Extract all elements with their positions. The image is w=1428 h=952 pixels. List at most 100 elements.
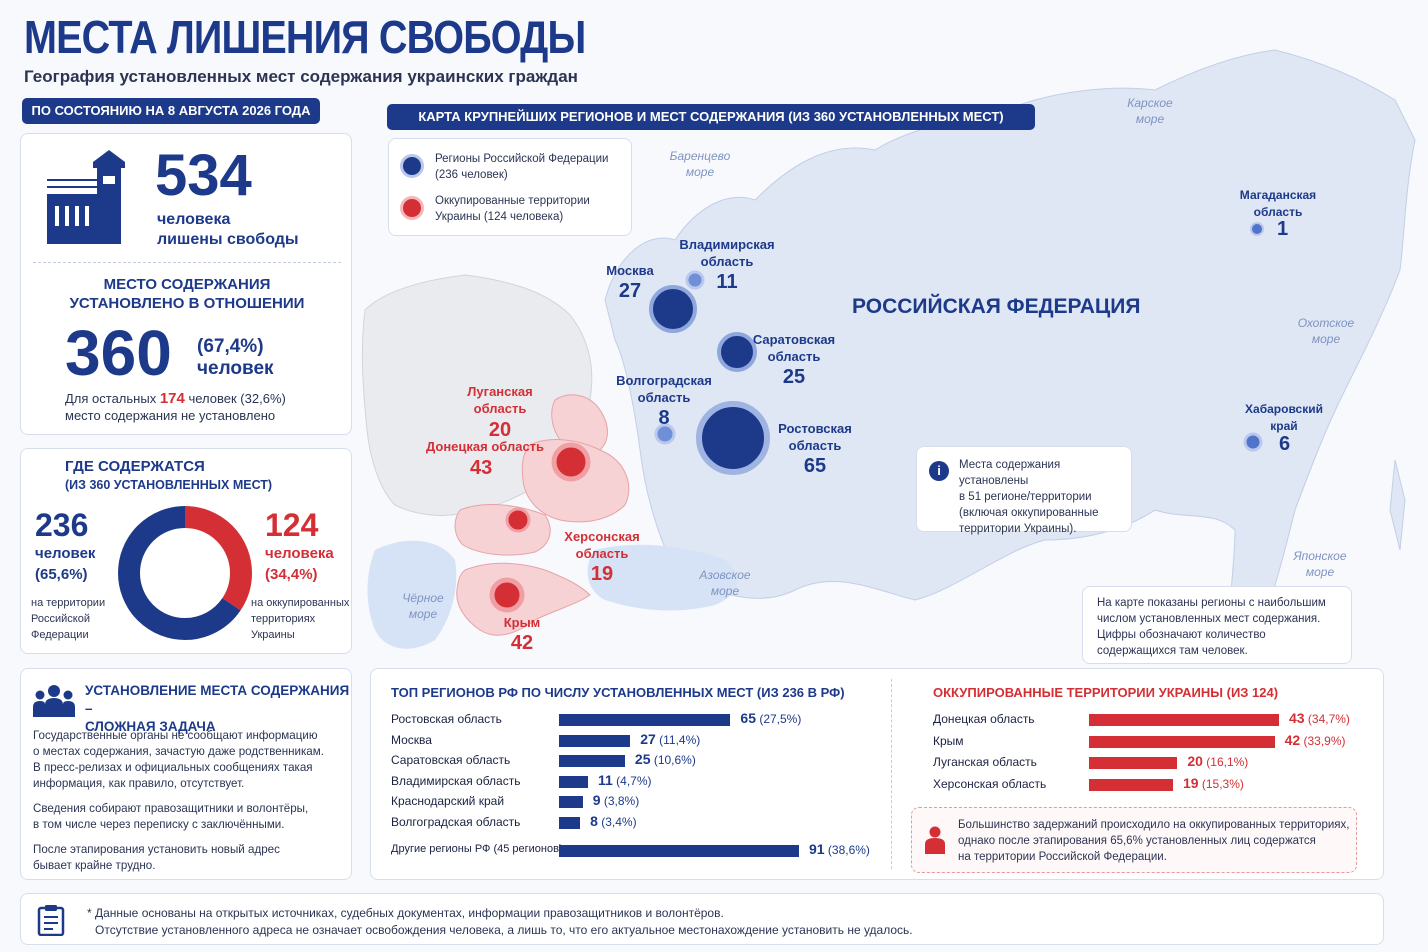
black-sea (367, 540, 457, 649)
donut-segment-rf (118, 506, 252, 640)
rf-bar-row: Владимирская область 11 (4,7%) (391, 771, 871, 791)
bubble-vladimir (685, 270, 705, 290)
bubble-kherson (505, 507, 531, 533)
rf-bar-value: 9 (3,8%) (592, 792, 640, 808)
known-pct: (67,4%) человек (197, 336, 274, 379)
bubble-volgograd (654, 423, 676, 445)
rf-chart-title: ТОП РЕГИОНОВ РФ ПО ЧИСЛУ УСТАНОВЛЕННЫХ М… (391, 685, 845, 700)
legend-ua-dot (403, 199, 421, 217)
bubble-magadan (1250, 222, 1264, 236)
person-icon (925, 826, 945, 854)
warning-box: Большинство задержаний происходило на ок… (911, 807, 1357, 873)
rf-bar-row: Волгоградская область 8 (3,4%) (391, 812, 871, 832)
rf-value: 236 (35, 507, 89, 543)
difficulty-heading: УСТАНОВЛЕНИЕ МЕСТА СОДЕРЖАНИЯ – СЛОЖНАЯ З… (85, 683, 350, 734)
azov-sea (587, 544, 738, 611)
where-heading: ГДЕ СОДЕРЖАТСЯ (ИЗ 360 УСТАНОВЛЕННЫХ МЕС… (65, 458, 273, 492)
rf-bar-label: Другие регионы РФ (45 регионов) (391, 843, 563, 855)
ua-desc: на оккупированных территориях Украины (251, 597, 350, 641)
rf-bar (559, 845, 799, 857)
sea-kara: Карское море (1127, 96, 1173, 126)
charts-card: ТОП РЕГИОНОВ РФ ПО ЧИСЛУ УСТАНОВЛЕННЫХ М… (370, 668, 1384, 880)
rf-bar-label: Москва (391, 732, 432, 747)
ua-bar (1089, 714, 1279, 726)
ua-value: 124 (265, 507, 319, 543)
label-vladimir: Владимирская область 11 (679, 237, 775, 293)
legend-rf-text: Регионы Российской Федерации (236 челове… (435, 153, 609, 181)
label-khabarovsk: Хабаровский край (1245, 402, 1323, 433)
map-note-box: На карте показаны регионы с наибольшим чи… (1082, 586, 1352, 664)
ua-bar-row: Донецкая область 43 (34,7%) (933, 709, 1353, 729)
map (361, 49, 1416, 651)
label-moscow: Москва 27 (606, 263, 654, 302)
page-title: МЕСТА ЛИШЕНИЯ СВОБОДЫ (24, 11, 586, 63)
info-icon: i (929, 461, 949, 481)
total-value: 534 (155, 143, 252, 208)
ua-bar-value: 19 (15,3%) (1182, 774, 1244, 791)
rf-bar-row: Краснодарский край 9 (3,8%) (391, 791, 871, 811)
note-text: На карте показаны регионы с наибольшим чи… (1097, 597, 1326, 657)
label-kherson: Херсонская область 19 (564, 529, 640, 585)
rf-bar (559, 816, 581, 829)
ua-bar-row: Крым 42 (33,9%) (933, 731, 1353, 751)
difficulty-text: Государственные органы не сообщают инфор… (33, 729, 324, 872)
map-info-box: i Места содержания установлены в 51 регио… (916, 446, 1132, 535)
divider (33, 262, 341, 263)
sea-black: Чёрное море (402, 591, 444, 621)
summary-card: 534 человека лишены свободы МЕСТО СОДЕРЖА… (20, 133, 352, 435)
prison-tower-icon (47, 150, 125, 244)
warning-text: Большинство задержаний происходило на ок… (958, 819, 1350, 863)
unknown-text: Для остальных 174 человек (32,6%) место … (65, 390, 286, 423)
rf-bars: Ростовская область 65 (27,5%) Москва 27 (11… (391, 709, 871, 869)
sea-azov: Азовское море (699, 568, 751, 598)
ua-chart-title: ОККУПИРОВАННЫЕ ТЕРРИТОРИИ УКРАИНЫ (ИЗ 12… (933, 685, 1279, 700)
total-label: человека лишены свободы (157, 211, 299, 248)
footer-text: * Данные основаны на открытых источниках… (87, 906, 913, 937)
value-khabarovsk: 6 (1279, 433, 1291, 455)
rf-unit: человек (65,6%) (35, 545, 96, 583)
value-magadan: 1 (1277, 218, 1289, 240)
label-magadan: Магаданская область (1239, 188, 1317, 219)
date-badge: ПО СОСТОЯНИЮ НА 8 АВГУСТА 2026 ГОДА (22, 98, 320, 124)
ua-bars: Донецкая область 43 (34,7%) Крым 42 (33,9%)… (933, 709, 1353, 799)
occupied-kherson (454, 504, 551, 556)
ua-bar-label: Луганская область (933, 755, 1037, 769)
rf-bar-value: 11 (4,7%) (598, 771, 652, 788)
sea-japan: Японское море (1293, 549, 1347, 579)
rf-bar (559, 775, 588, 788)
russia-landmass (604, 49, 1416, 651)
rf-bar-label: Владимирская область (391, 773, 521, 788)
sea-okhotsk: Охотское море (1297, 316, 1355, 346)
country-label: РОССИЙСКАЯ ФЕДЕРАЦИЯ (852, 295, 1141, 318)
rf-bar-value: 91 (38,6%) (809, 841, 870, 857)
footer-card: * Данные основаны на открытых источниках… (20, 893, 1384, 945)
island (1389, 459, 1406, 551)
rf-bar-label: Волгоградская область (391, 814, 521, 829)
charts-divider (891, 679, 892, 869)
label-saratov: Саратовская область 25 (752, 332, 836, 388)
rf-desc: на территории Российской Федерации (31, 597, 106, 641)
rf-bar-label: Краснодарский край (391, 794, 505, 808)
ua-bar (1089, 778, 1173, 791)
ua-bar (1089, 735, 1275, 748)
rf-bar (559, 734, 631, 747)
rf-bar (559, 796, 583, 808)
ua-bar-row: Херсонская область 19 (15,3%) (933, 774, 1353, 794)
label-rostov: Ростовская область 65 (778, 421, 852, 477)
label-crimea: Крым 42 (503, 615, 541, 654)
bubble-khabarovsk (1243, 432, 1263, 452)
rf-bar-row: Москва 27 (11,4%) (391, 730, 871, 750)
legend-ua-text: Оккупированные территории Украины (124 ч… (435, 195, 590, 223)
map-legend: Регионы Российской Федерации (236 челове… (388, 138, 632, 236)
map-badge: КАРТА КРУПНЕЙШИХ РЕГИОНОВ И МЕСТ СОДЕРЖА… (387, 104, 1035, 130)
info-text: Места содержания установлены в 51 регионе… (959, 459, 1099, 535)
bubble-moscow (649, 285, 697, 333)
people-icon (33, 685, 75, 717)
rf-bar (559, 714, 731, 726)
ua-bar-value: 42 (33,9%) (1284, 731, 1346, 748)
rf-bar-row: Другие регионы РФ (45 регионов) 91 (38,6%… (391, 840, 871, 860)
bubble-rostov (696, 401, 770, 475)
known-value: 360 (65, 317, 172, 389)
rf-bar-label: Ростовская область (391, 712, 502, 726)
rf-bar-value: 8 (3,4%) (590, 812, 637, 829)
